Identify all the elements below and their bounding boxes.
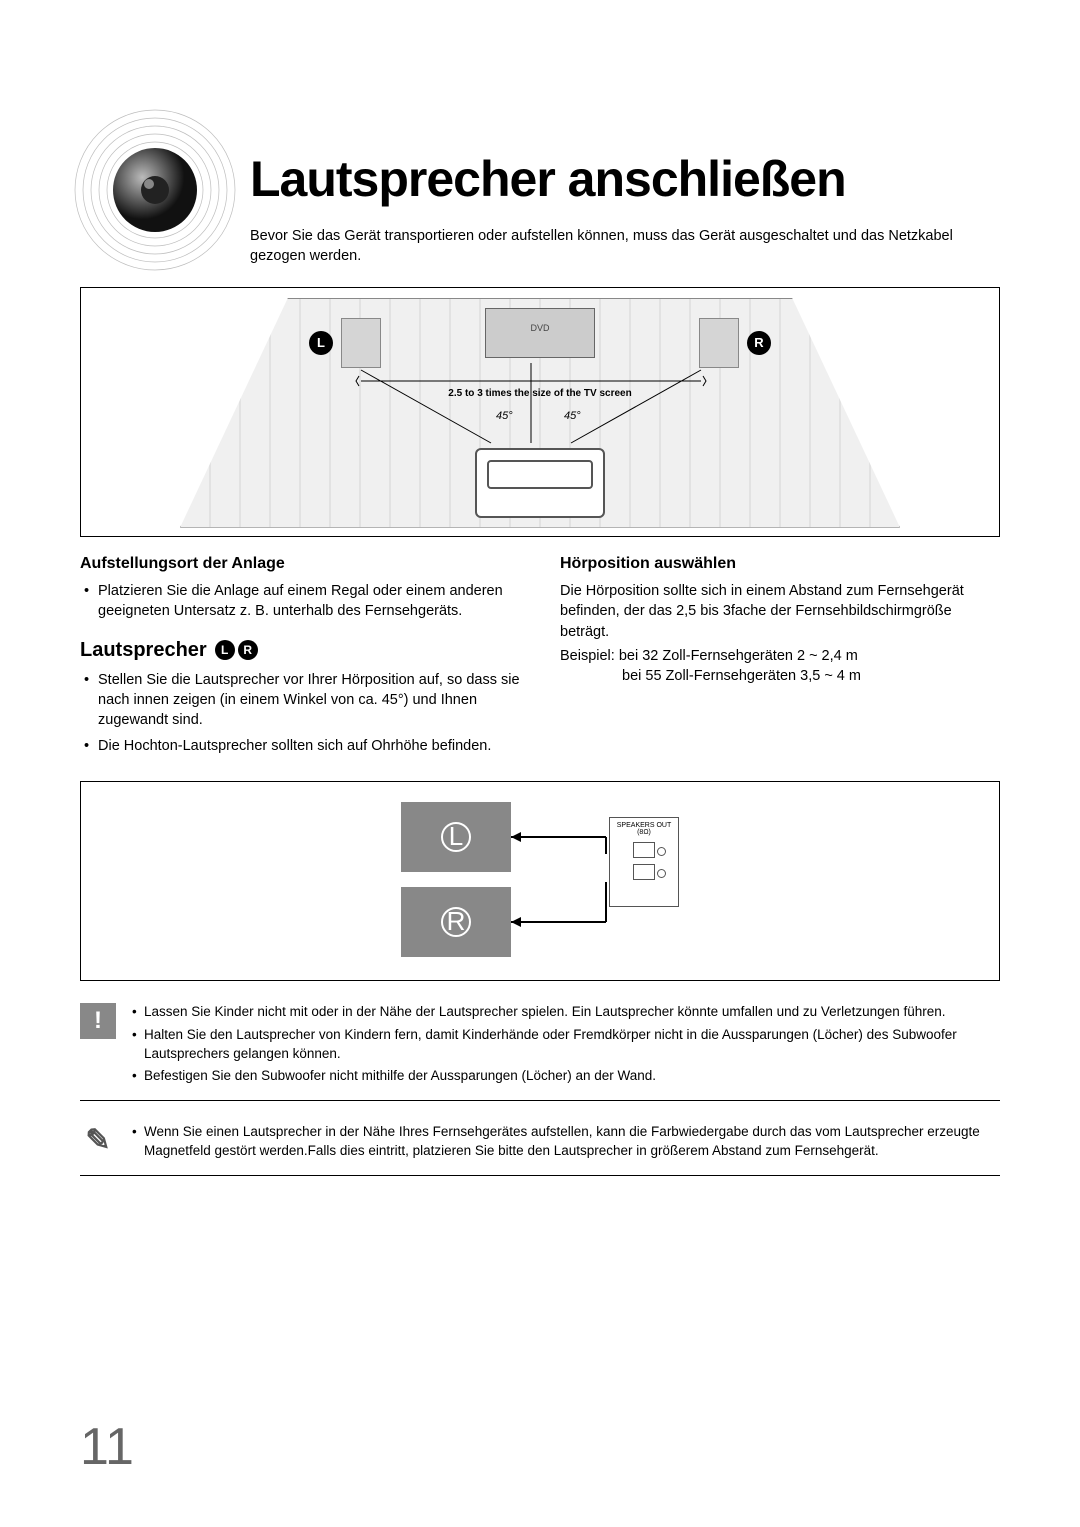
speaker-bullet-2: Die Hochton-Lautsprecher sollten sich au… [98, 736, 520, 756]
listening-heading: Hörposition auswählen [560, 553, 1000, 575]
speaker-bullet-1: Stellen Sie die Lautsprecher vor Ihrer H… [98, 670, 520, 731]
jack-bottom-icon [633, 864, 655, 880]
header: Lautsprecher anschließen Bevor Sie das G… [80, 110, 1000, 267]
right-speaker-block: R [401, 887, 511, 957]
angle-right-label: 45° [564, 410, 581, 422]
sofa-shape [475, 448, 605, 518]
warning-item-3: Befestigen Sie den Subwoofer nicht mithi… [132, 1067, 1000, 1086]
warning-item-2: Halten Sie den Lautsprecher von Kindern … [132, 1026, 1000, 1064]
note-block: ✎ Wenn Sie einen Lautsprecher in der Näh… [80, 1123, 1000, 1176]
warning-icon: ! [80, 1003, 116, 1039]
left-column: Aufstellungsort der Anlage Platzieren Si… [80, 553, 520, 763]
speaker-decoration-icon [70, 105, 240, 275]
placement-heading: Aufstellungsort der Anlage [80, 553, 520, 575]
intro-text: Bevor Sie das Gerät transportieren oder … [250, 226, 1000, 267]
speaker-heading-text: Lautsprecher [80, 636, 207, 664]
listening-para: Die Hörposition sollte sich in einem Abs… [560, 581, 1000, 642]
note-item-1: Wenn Sie einen Lautsprecher in der Nähe … [132, 1123, 1000, 1161]
connection-diagram: L R SPEAKERS OUT (8Ω) [80, 781, 1000, 981]
page-number: 11 [80, 1417, 134, 1477]
page-title: Lautsprecher anschließen [250, 110, 1000, 208]
placement-bullet: Platzieren Sie die Anlage auf einem Rega… [98, 581, 520, 622]
angle-left-label: 45° [496, 410, 513, 422]
speaker-heading: Lautsprecher L R [80, 636, 520, 664]
warning-text: Lassen Sie Kinder nicht mit oder in der … [132, 1003, 1000, 1091]
example-line-1: Beispiel: bei 32 Zoll-Fernsehgeräten 2 ~… [560, 646, 1000, 666]
warning-block: ! Lassen Sie Kinder nicht mit oder in de… [80, 1003, 1000, 1102]
l-badge-icon: L [215, 640, 235, 660]
speaker-out-panel: SPEAKERS OUT (8Ω) [609, 817, 679, 907]
r-badge-icon: R [238, 640, 258, 660]
warning-item-1: Lassen Sie Kinder nicht mit oder in der … [132, 1003, 1000, 1022]
example-line-2: bei 55 Zoll-Fernsehgeräten 3,5 ~ 4 m [560, 666, 1000, 686]
content-columns: Aufstellungsort der Anlage Platzieren Si… [80, 553, 1000, 763]
jack-top-icon [633, 842, 655, 858]
right-column: Hörposition auswählen Die Hörposition so… [560, 553, 1000, 763]
lr-badges: L R [215, 640, 258, 660]
note-text: Wenn Sie einen Lautsprecher in der Nähe … [132, 1123, 1000, 1165]
manual-page: Lautsprecher anschließen Bevor Sie das G… [0, 0, 1080, 1216]
panel-label: SPEAKERS OUT (8Ω) [610, 822, 678, 836]
placement-diagram: DVD L R 2.5 to 3 times the size of the T… [80, 287, 1000, 537]
example-1: bei 32 Zoll-Fernsehgeräten 2 ~ 2,4 m [619, 648, 858, 664]
example-label: Beispiel: [560, 648, 615, 664]
note-icon: ✎ [80, 1123, 116, 1159]
r-speaker-label: R [441, 907, 471, 937]
l-speaker-label: L [441, 822, 471, 852]
left-speaker-block: L [401, 802, 511, 872]
